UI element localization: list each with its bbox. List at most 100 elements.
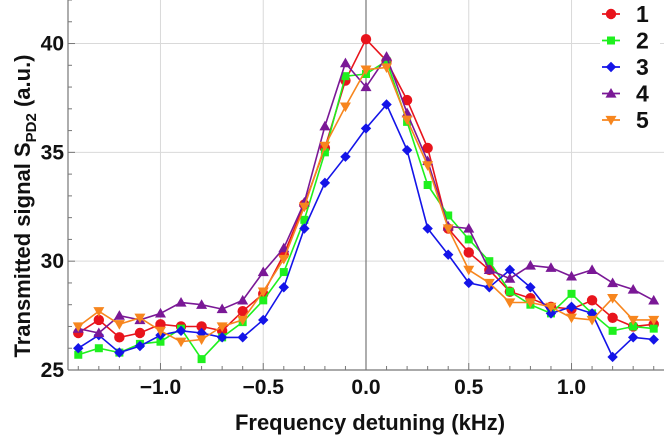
series-5-point	[72, 322, 84, 332]
series-2-point	[382, 56, 391, 65]
series-4-point	[648, 294, 660, 305]
series-4-point	[175, 297, 187, 307]
series-4-point	[504, 273, 516, 283]
legend-item-5: 5	[600, 107, 660, 133]
y-tick-label: 30	[41, 250, 64, 273]
series-1-point	[607, 312, 618, 323]
series-2-point	[94, 344, 103, 353]
series-4-point	[257, 266, 269, 277]
legend-label: 5	[636, 107, 649, 133]
x-axis-title: Frequency detuning (kHz)	[235, 410, 505, 435]
series-5-point	[483, 278, 495, 289]
series-3-point	[401, 144, 413, 156]
series-3-point	[134, 340, 146, 352]
series-2-point	[444, 211, 453, 220]
series-5-point	[154, 326, 166, 337]
series-5-point	[607, 294, 619, 304]
series-4-point	[566, 270, 578, 281]
series-3-point	[278, 282, 289, 293]
x-tick-label: −0.5	[243, 376, 285, 399]
y-axis-title-main: Transmitted signal S	[10, 142, 35, 357]
series-4-point	[545, 262, 557, 272]
series-3-point	[525, 282, 536, 293]
series-1-point	[422, 142, 433, 154]
series-4-point	[607, 277, 619, 288]
series-3-point	[216, 332, 228, 343]
series-5-point	[319, 141, 331, 152]
series-2-point	[197, 355, 206, 364]
y-axis-title-subscript: PD2	[23, 113, 40, 142]
legend-label: 1	[636, 1, 649, 27]
series-2-point	[485, 257, 494, 266]
series-4-point	[524, 260, 536, 270]
series-2-point	[259, 296, 268, 305]
series-1-point	[196, 321, 207, 332]
series-3-point	[566, 301, 577, 313]
series-2-point	[629, 322, 638, 331]
series-4-point	[627, 283, 639, 294]
series-4-point	[381, 51, 393, 61]
y-axis-title: Transmitted signal SPD2 (a.u.)	[10, 54, 40, 357]
series-1-point	[134, 327, 146, 339]
series-4-point	[196, 299, 208, 309]
legend-label: 2	[636, 28, 649, 54]
legend-item-1: 1	[600, 1, 660, 27]
series-5-point	[566, 313, 578, 324]
series-5-point	[463, 265, 475, 276]
series-5-point	[278, 254, 290, 265]
series-5-point	[216, 322, 228, 332]
x-tick-label: 1.0	[557, 376, 586, 399]
series-2-point	[156, 337, 165, 346]
series-5-point	[422, 161, 434, 171]
series-2-point	[423, 181, 432, 189]
series-4-point	[463, 223, 475, 233]
y-tick-label: 25	[41, 359, 65, 382]
series-5-point	[381, 63, 393, 73]
legend-item-4: 4	[600, 81, 660, 107]
series-3-point	[443, 249, 454, 260]
series-1-point	[586, 295, 598, 306]
series-1-point	[401, 94, 413, 106]
series-3-point	[504, 264, 516, 276]
series-5-point	[175, 337, 187, 348]
series-4-point	[216, 303, 228, 314]
series-5-point	[586, 315, 598, 326]
series-3-point	[648, 334, 659, 345]
series-3-point	[237, 332, 248, 343]
series-1-point	[463, 247, 474, 258]
series-2-point	[505, 287, 514, 296]
series-5-point	[442, 224, 454, 235]
series-4-point	[360, 81, 372, 92]
series-5-point	[524, 298, 536, 309]
series-2-point	[649, 324, 658, 333]
series-5-point	[360, 65, 372, 76]
series-3-point	[73, 343, 84, 354]
tick-labels: −1.0 −0.5 0.0 0.5 1.0 25 30 35 40	[41, 33, 586, 399]
series-4-point	[93, 327, 105, 338]
series-3	[73, 99, 659, 363]
series-5-point	[257, 287, 269, 298]
series-2-point	[341, 72, 350, 81]
series-1-point	[114, 332, 125, 343]
series-3-point	[114, 347, 125, 358]
series-2-point	[567, 289, 576, 298]
series-4-point	[113, 310, 125, 320]
series-3-point	[340, 151, 351, 162]
series-3-point	[360, 123, 372, 134]
series-2-point	[279, 268, 288, 277]
series-5-point	[401, 115, 413, 126]
series-3-point	[175, 325, 187, 337]
series-1-point	[93, 314, 105, 326]
series-3-point	[258, 314, 269, 326]
series-3-point	[319, 177, 331, 189]
series-4-point	[154, 307, 166, 318]
legend-label: 4	[636, 81, 649, 107]
data-series	[72, 33, 660, 364]
y-tick-label: 40	[41, 33, 64, 56]
x-tick-label: −1.0	[140, 376, 181, 399]
series-2-point	[464, 235, 473, 244]
legend-label: 3	[636, 54, 649, 80]
series-3-point	[463, 277, 474, 289]
